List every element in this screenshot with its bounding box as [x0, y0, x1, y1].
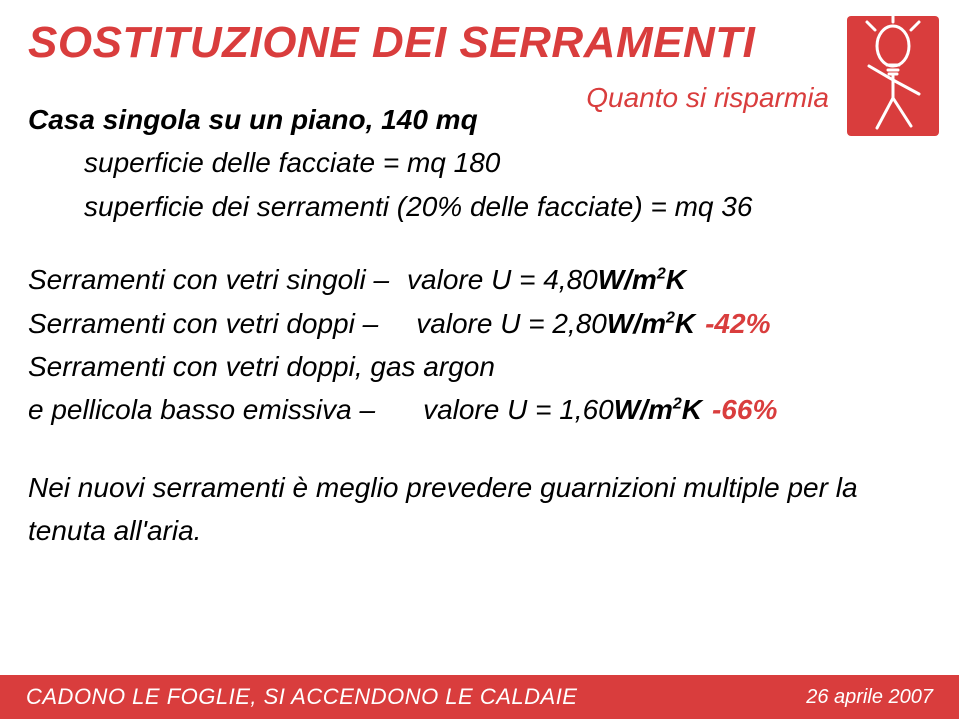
lightbulb-man-icon: [847, 16, 939, 136]
single-glazing-row: Serramenti con vetri singoli – valore U …: [28, 258, 931, 301]
footer-left: CADONO LE FOGLIE, SI ACCENDONO LE CALDAI…: [26, 684, 577, 710]
savings-label: Quanto si risparmia: [586, 82, 829, 114]
slide-title: SOSTITUZIONE DEI SERRAMENTI: [28, 18, 931, 68]
row-value: valore U = 2,80: [416, 302, 607, 345]
row-value: valore U = 1,60: [423, 388, 614, 431]
row-unit: W/m2K: [614, 388, 702, 431]
slide-footer: CADONO LE FOGLIE, SI ACCENDONO LE CALDAI…: [0, 675, 959, 719]
u-values-block: Serramenti con vetri singoli – valore U …: [28, 258, 931, 432]
argon-row: e pellicola basso emissiva – valore U = …: [28, 388, 931, 431]
double-glazing-row: Serramenti con vetri doppi – valore U = …: [28, 302, 931, 345]
row-savings-pct: -66%: [712, 388, 777, 431]
slide: SOSTITUZIONE DEI SERRAMENTI Quanto si ri…: [0, 0, 959, 719]
windows-area-line: superficie dei serramenti (20% delle fac…: [28, 185, 931, 228]
row-value: valore U = 4,80: [407, 258, 598, 301]
row-savings-pct: -42%: [705, 302, 770, 345]
row-label: Serramenti con vetri doppi –: [28, 302, 378, 345]
argon-line-1: Serramenti con vetri doppi, gas argon: [28, 345, 931, 388]
content-body: Casa singola su un piano, 140 mq superfi…: [28, 98, 931, 553]
footer-date: 26 aprile 2007: [806, 686, 933, 709]
row-unit: W/m2K: [598, 258, 686, 301]
row-label: e pellicola basso emissiva –: [28, 388, 375, 431]
facade-area-line: superficie delle facciate = mq 180: [28, 141, 931, 184]
recommendation-note: Nei nuovi serramenti è meglio prevedere …: [28, 466, 931, 553]
row-label: Serramenti con vetri singoli –: [28, 258, 389, 301]
row-unit: W/m2K: [607, 302, 695, 345]
